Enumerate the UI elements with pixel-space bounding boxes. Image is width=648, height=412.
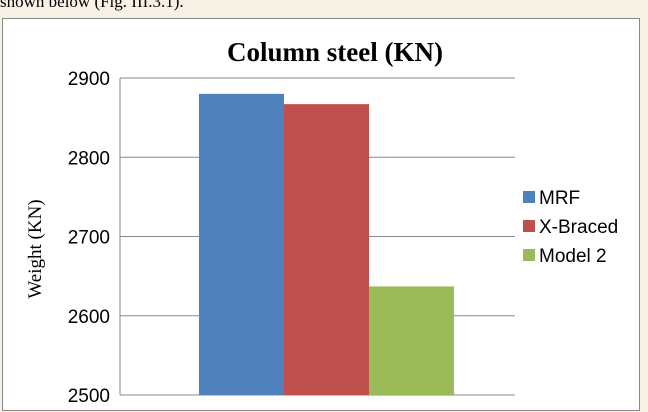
- y-axis-label: Weight (KN): [25, 199, 46, 298]
- legend-swatch-model-2: [523, 249, 535, 261]
- bar-mrf: [199, 93, 284, 395]
- y-tick-label-2600: 2600: [68, 307, 110, 328]
- y-tick-label-2900: 2900: [68, 69, 110, 90]
- legend-swatch-x-braced: [523, 220, 535, 232]
- legend-label-x-braced: X-Braced: [539, 217, 618, 238]
- legend-label-mrf: MRF: [539, 188, 580, 209]
- y-tick-label-2700: 2700: [68, 228, 110, 249]
- column-steel-chart: Column steel (KN) Weight (KN) 2500 2600 27…: [25, 37, 618, 407]
- bars: [199, 93, 454, 395]
- chart-frame: Column steel (KN) Weight (KN) 2500 2600 27…: [2, 18, 640, 411]
- legend: MRF X-Braced Model 2: [523, 188, 618, 267]
- bar-model-2: [369, 286, 454, 395]
- page-caption: shown below (Fig. III.3.1).: [0, 0, 184, 11]
- chart-title: Column steel (KN): [227, 37, 443, 67]
- y-tick-label-2500: 2500: [68, 386, 110, 407]
- legend-swatch-mrf: [523, 191, 535, 203]
- y-tick-label-2800: 2800: [68, 148, 110, 169]
- bar-x-braced: [284, 104, 369, 395]
- y-tick-labels: 2500 2600 2700 2800 2900: [68, 69, 110, 407]
- legend-label-model-2: Model 2: [539, 246, 607, 267]
